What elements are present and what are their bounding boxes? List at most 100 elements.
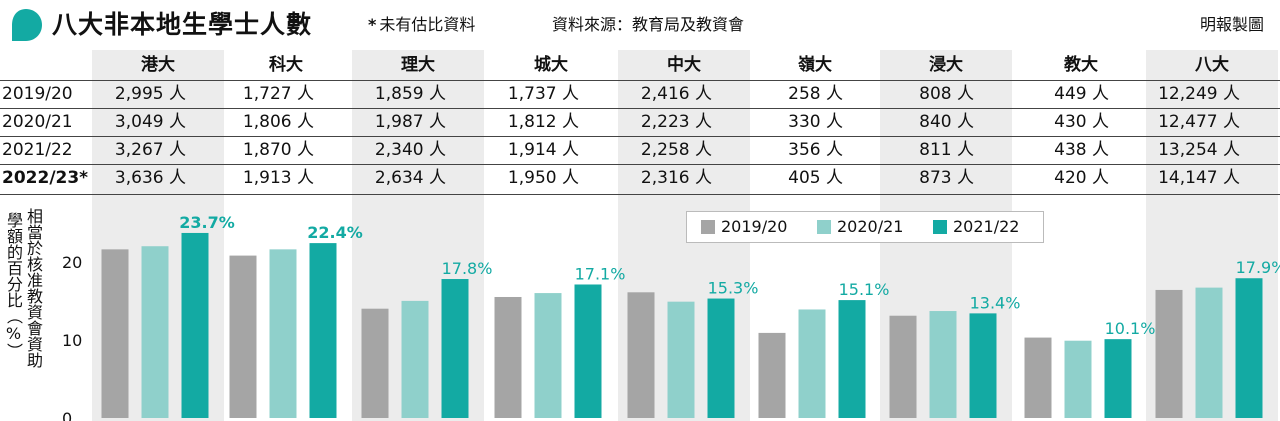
- legend-swatch: [817, 220, 831, 234]
- table-cell: 873 人: [919, 168, 974, 188]
- table-cell: 1,913 人: [242, 168, 314, 188]
- legend-swatch: [933, 220, 947, 234]
- table-row: 2021/22 3,267 人 1,870 人 2,340 人 1,914 人 2,258…: [0, 136, 1280, 163]
- row-year-label: 2021/22: [2, 140, 73, 160]
- bar: [574, 284, 602, 418]
- table-cell: 2,340 人: [374, 140, 446, 160]
- table-cell: 2,223 人: [640, 112, 712, 132]
- bar: [181, 232, 209, 418]
- table-cell: 12,249 人: [1158, 84, 1240, 104]
- table-bottom-rule: [0, 194, 1280, 195]
- data-label: 15.3%: [708, 279, 759, 298]
- column-header: 科大: [269, 55, 303, 75]
- bar: [101, 249, 129, 418]
- row-year-label: 2020/21: [2, 112, 73, 132]
- table-cell: 405 人: [788, 168, 843, 188]
- table-cell: 258 人: [788, 84, 843, 104]
- table-cell: 840 人: [919, 112, 974, 132]
- table-cell: 2,634 人: [374, 168, 446, 188]
- bar: [141, 246, 169, 418]
- table-cell: 2,416 人: [640, 84, 712, 104]
- legend-swatch: [701, 220, 715, 234]
- table-cell: 1,870 人: [242, 140, 314, 160]
- data-label: 23.7%: [179, 213, 235, 232]
- row-year-label: 2019/20: [2, 84, 73, 104]
- y-axis-label-line1: 相當於核准教資會資助: [24, 208, 43, 368]
- legend-label: 2020/21: [837, 217, 904, 236]
- bar: [229, 255, 257, 418]
- y-tick-label: 10: [62, 331, 82, 350]
- data-label: 17.9%: [1236, 258, 1280, 277]
- bar: [838, 300, 866, 418]
- column-header: 八大: [1195, 55, 1229, 75]
- table-cell: 3,267 人: [114, 140, 186, 160]
- bar: [758, 332, 786, 418]
- bar: [401, 300, 429, 418]
- table-cell: 3,049 人: [114, 112, 186, 132]
- table-cell: 13,254 人: [1158, 140, 1240, 160]
- header: 八大非本地生學士人數 * 未有估比資料 資料來源：教育局及教資會 明報製圖: [0, 0, 1280, 50]
- bar: [1155, 289, 1183, 418]
- bar: [534, 293, 562, 418]
- y-tick-label: 0: [62, 409, 72, 421]
- table-cell: 438 人: [1054, 140, 1109, 160]
- bar: [929, 311, 957, 418]
- table-cell: 14,147 人: [1158, 168, 1240, 188]
- column-header: 港大: [141, 55, 175, 75]
- footnote: * 未有估比資料: [368, 12, 475, 38]
- bar-chart: 0 10 20 23.7% 22.4% 17.8% 17.1% 15.3% 15.1% 13.4%…: [62, 213, 1280, 421]
- column-header: 浸大: [929, 55, 963, 75]
- column-header: 城大: [534, 55, 568, 75]
- bar: [1235, 278, 1263, 418]
- table-row: 2020/21 3,049 人 1,806 人 1,987 人 1,812 人 2,223…: [0, 108, 1280, 135]
- table-cell: 1,987 人: [374, 112, 446, 132]
- bar: [1064, 340, 1092, 418]
- bar: [667, 301, 695, 418]
- bar: [798, 309, 826, 418]
- table-cell: 1,737 人: [507, 84, 579, 104]
- table-cell: 420 人: [1054, 168, 1109, 188]
- footnote-text: 未有估比資料: [379, 15, 476, 34]
- legend: 2019/20 2020/21 2021/22: [686, 211, 1044, 243]
- bar: [889, 315, 917, 418]
- table-header-row: 港大 科大 理大 城大 中大 嶺大 浸大 教大 八大: [0, 52, 1280, 78]
- bar: [1024, 337, 1052, 418]
- credit: 明報製圖: [1199, 15, 1264, 34]
- speech-bubble-logo-icon: [12, 9, 42, 41]
- table-cell: 2,316 人: [640, 168, 712, 188]
- table-cell: 12,477 人: [1158, 112, 1240, 132]
- data-label: 17.8%: [442, 259, 493, 278]
- table-cell: 1,859 人: [374, 84, 446, 104]
- table-cell: 449 人: [1054, 84, 1109, 104]
- table-cell: 1,950 人: [507, 168, 579, 188]
- table-cell: 1,806 人: [242, 112, 314, 132]
- column-header: 中大: [667, 55, 701, 75]
- page-title: 八大非本地生學士人數: [52, 10, 313, 39]
- bar: [707, 298, 735, 418]
- legend-label: 2019/20: [721, 217, 788, 236]
- row-year-label: 2022/23*: [2, 168, 89, 188]
- table-row: 2019/20 2,995 人 1,727 人 1,859 人 1,737 人 2,416…: [0, 80, 1280, 107]
- table-cell: 1,914 人: [507, 140, 579, 160]
- footnote-star: *: [368, 15, 377, 34]
- table-cell: 811 人: [919, 140, 974, 160]
- y-tick-label: 20: [62, 253, 82, 272]
- table-cell: 1,727 人: [242, 84, 314, 104]
- data-label: 17.1%: [575, 264, 626, 283]
- bar: [969, 313, 997, 418]
- table-cell: 430 人: [1054, 112, 1109, 132]
- data-label: 10.1%: [1105, 319, 1156, 338]
- column-header: 教大: [1064, 55, 1098, 75]
- table-cell: 3,636 人: [114, 168, 186, 188]
- bar: [361, 308, 389, 418]
- table-cell: 356 人: [788, 140, 843, 160]
- table-row: 2022/23* 3,636 人 1,913 人 2,634 人 1,950 人 2,31…: [0, 164, 1280, 191]
- bar: [1104, 339, 1132, 418]
- bar: [309, 243, 337, 418]
- table-cell: 2,995 人: [114, 84, 186, 104]
- bar: [269, 249, 297, 418]
- bar: [494, 296, 522, 418]
- table-cell: 808 人: [919, 84, 974, 104]
- table-cell: 2,258 人: [640, 140, 712, 160]
- table-cell: 330 人: [788, 112, 843, 132]
